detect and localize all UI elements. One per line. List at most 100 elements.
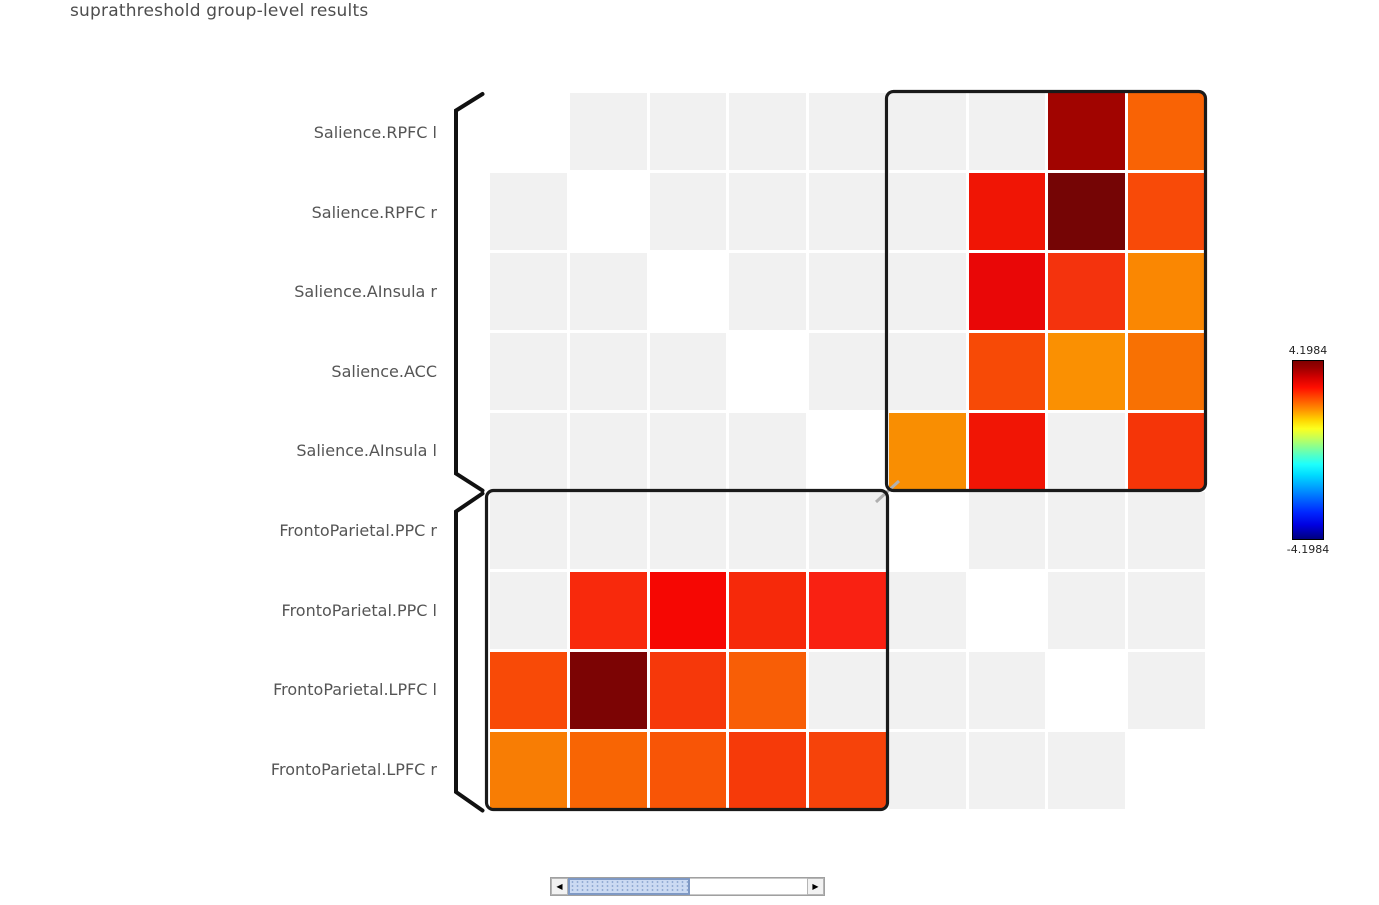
matrix-cell[interactable] bbox=[569, 412, 647, 490]
page-title: suprathreshold group-level results bbox=[70, 1, 369, 21]
matrix-cell[interactable] bbox=[569, 492, 647, 570]
matrix-cell[interactable] bbox=[888, 332, 966, 410]
matrix-cell[interactable] bbox=[888, 732, 966, 809]
matrix-cell[interactable] bbox=[1128, 492, 1205, 570]
matrix-cell[interactable] bbox=[809, 412, 886, 490]
row-labels: Salience.RPFC l Salience.RPFC r Salience.A… bbox=[0, 93, 437, 809]
matrix-cell[interactable] bbox=[490, 332, 567, 410]
matrix-cell[interactable] bbox=[729, 252, 807, 330]
matrix-cell[interactable] bbox=[569, 652, 647, 730]
matrix-cell[interactable] bbox=[490, 93, 567, 170]
matrix-cell[interactable] bbox=[1048, 332, 1126, 410]
row-label: Salience.RPFC l bbox=[313, 123, 437, 143]
matrix-cell[interactable] bbox=[490, 652, 567, 730]
matrix-cell[interactable] bbox=[809, 732, 886, 809]
matrix-cell[interactable] bbox=[569, 732, 647, 809]
matrix-cell[interactable] bbox=[888, 252, 966, 330]
matrix-cell[interactable] bbox=[649, 652, 727, 730]
matrix-cell[interactable] bbox=[1048, 172, 1126, 250]
matrix-cell[interactable] bbox=[649, 572, 727, 650]
matrix-cell[interactable] bbox=[1128, 652, 1205, 730]
matrix-cell[interactable] bbox=[490, 412, 567, 490]
matrix-cell[interactable] bbox=[490, 492, 567, 570]
matrix-cell[interactable] bbox=[649, 252, 727, 330]
row-label: FrontoParietal.LPFC r bbox=[270, 759, 437, 779]
matrix-cell[interactable] bbox=[888, 492, 966, 570]
matrix-cell[interactable] bbox=[729, 652, 807, 730]
matrix-cell[interactable] bbox=[1048, 652, 1126, 730]
row-label: Salience.ACC bbox=[331, 361, 437, 381]
matrix-cell[interactable] bbox=[1048, 572, 1126, 650]
matrix-cell[interactable] bbox=[490, 732, 567, 809]
matrix-cell[interactable] bbox=[1128, 332, 1205, 410]
matrix-cell[interactable] bbox=[1048, 93, 1126, 170]
matrix-cell[interactable] bbox=[1048, 732, 1126, 809]
matrix-cell[interactable] bbox=[1128, 252, 1205, 330]
matrix-cell[interactable] bbox=[569, 252, 647, 330]
matrix-cell[interactable] bbox=[569, 572, 647, 650]
matrix-cell[interactable] bbox=[888, 412, 966, 490]
matrix-cell[interactable] bbox=[888, 652, 966, 730]
heatmap-grid bbox=[490, 93, 1205, 809]
matrix-cell[interactable] bbox=[888, 572, 966, 650]
matrix-cell[interactable] bbox=[1048, 492, 1126, 570]
matrix-cell[interactable] bbox=[649, 332, 727, 410]
row-label: FrontoParietal.PPC l bbox=[281, 600, 437, 620]
matrix-cell[interactable] bbox=[729, 332, 807, 410]
matrix-cell[interactable] bbox=[729, 492, 807, 570]
matrix-cell[interactable] bbox=[569, 172, 647, 250]
scrollbar-thumb[interactable] bbox=[568, 878, 690, 895]
matrix-cell[interactable] bbox=[569, 332, 647, 410]
row-label: FrontoParietal.LPFC l bbox=[273, 680, 437, 700]
matrix-cell[interactable] bbox=[968, 332, 1046, 410]
frontoparietal-group-bracket bbox=[454, 491, 485, 813]
matrix-cell[interactable] bbox=[649, 93, 727, 170]
matrix-cell[interactable] bbox=[968, 93, 1046, 170]
matrix-cell[interactable] bbox=[888, 93, 966, 170]
matrix-cell[interactable] bbox=[1048, 252, 1126, 330]
matrix-cell[interactable] bbox=[968, 492, 1046, 570]
horizontal-scrollbar[interactable]: ◀ ▶ bbox=[550, 877, 825, 896]
matrix-cell[interactable] bbox=[490, 172, 567, 250]
matrix-cell[interactable] bbox=[888, 172, 966, 250]
matrix-cell[interactable] bbox=[729, 572, 807, 650]
matrix-cell[interactable] bbox=[968, 652, 1046, 730]
matrix-cell[interactable] bbox=[1128, 412, 1205, 490]
matrix-cell[interactable] bbox=[968, 572, 1046, 650]
matrix-cell[interactable] bbox=[729, 172, 807, 250]
matrix-cell[interactable] bbox=[729, 412, 807, 490]
matrix-cell[interactable] bbox=[1128, 172, 1205, 250]
matrix-cell[interactable] bbox=[1048, 412, 1126, 490]
matrix-cell[interactable] bbox=[809, 93, 886, 170]
matrix-cell[interactable] bbox=[490, 572, 567, 650]
matrix-cell[interactable] bbox=[1128, 732, 1205, 809]
matrix-cell[interactable] bbox=[649, 172, 727, 250]
matrix-cell[interactable] bbox=[809, 572, 886, 650]
matrix-cell[interactable] bbox=[1128, 93, 1205, 170]
matrix-cell[interactable] bbox=[809, 172, 886, 250]
matrix-cell[interactable] bbox=[968, 732, 1046, 809]
row-label: FrontoParietal.PPC r bbox=[279, 521, 437, 541]
matrix-cell[interactable] bbox=[968, 172, 1046, 250]
row-label: Salience.AInsula l bbox=[296, 441, 437, 461]
matrix-cell[interactable] bbox=[729, 732, 807, 809]
matrix-cell[interactable] bbox=[968, 252, 1046, 330]
matrix-cell[interactable] bbox=[809, 252, 886, 330]
scroll-right-icon: ▶ bbox=[812, 882, 819, 891]
matrix-cell[interactable] bbox=[649, 492, 727, 570]
matrix-cell[interactable] bbox=[649, 412, 727, 490]
colorbar-max-label: 4.1984 bbox=[1288, 344, 1328, 357]
matrix-cell[interactable] bbox=[968, 412, 1046, 490]
matrix-cell[interactable] bbox=[809, 492, 886, 570]
matrix-cell[interactable] bbox=[809, 652, 886, 730]
colorbar-min-label: -4.1984 bbox=[1286, 543, 1330, 556]
matrix-cell[interactable] bbox=[1128, 572, 1205, 650]
matrix-cell[interactable] bbox=[490, 252, 567, 330]
scrollbar-track[interactable] bbox=[568, 878, 807, 895]
scroll-right-button[interactable]: ▶ bbox=[807, 878, 824, 895]
matrix-cell[interactable] bbox=[649, 732, 727, 809]
matrix-cell[interactable] bbox=[569, 93, 647, 170]
matrix-cell[interactable] bbox=[809, 332, 886, 410]
matrix-cell[interactable] bbox=[729, 93, 807, 170]
scroll-left-button[interactable]: ◀ bbox=[551, 878, 568, 895]
